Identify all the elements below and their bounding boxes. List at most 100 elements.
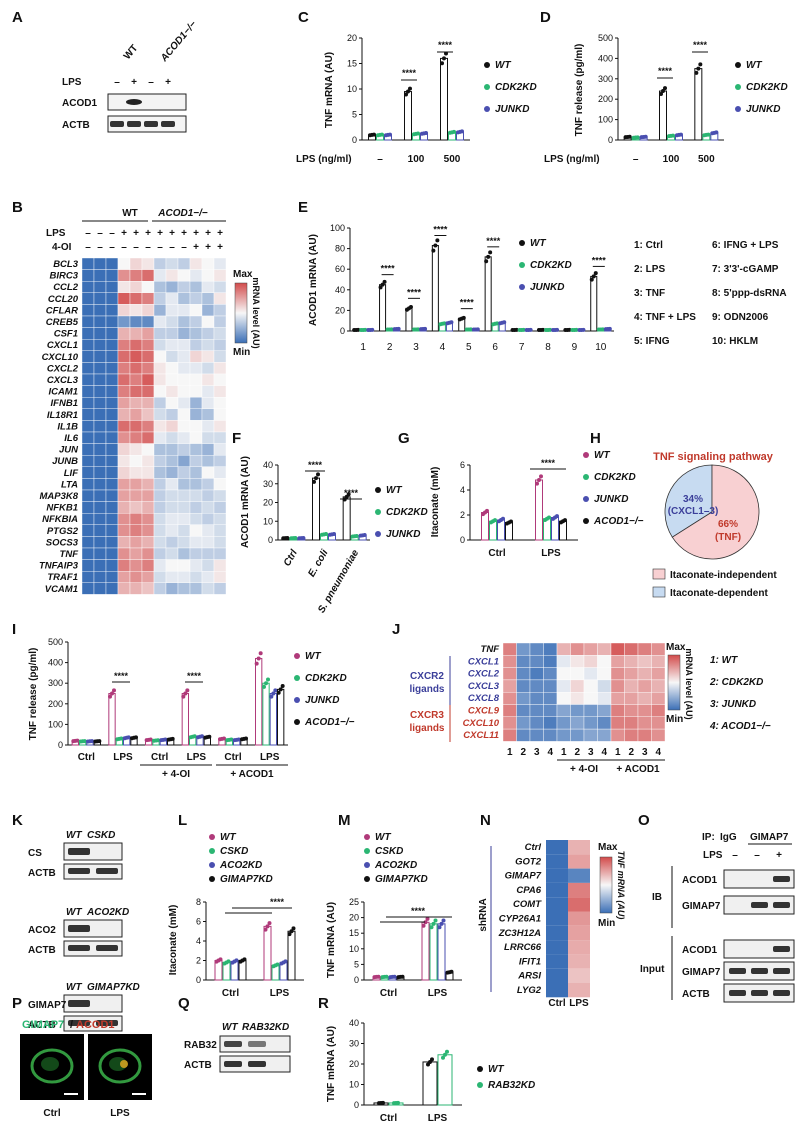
- heatmap-cell: [81, 513, 95, 526]
- legend-dot: [477, 1066, 483, 1072]
- heatmap-cell: [81, 547, 95, 560]
- heatmap-cell: [129, 547, 143, 560]
- heatmap-cell: [546, 840, 568, 855]
- heatmap-cell: [556, 667, 571, 681]
- heatmap-cell: [165, 559, 179, 572]
- scale-title: TNF mRNA (AU): [616, 851, 626, 920]
- data-point: [488, 250, 493, 255]
- heatmap-cell: [201, 315, 215, 328]
- heatmap-cell: [165, 281, 179, 294]
- gene-label: CXCL3: [468, 681, 500, 692]
- heatmap-cell: [556, 716, 571, 730]
- data-point: [267, 921, 272, 926]
- blot-band: [773, 990, 790, 996]
- blot-band: [729, 968, 746, 974]
- heatmap-cell: [529, 655, 544, 668]
- data-point: [661, 89, 665, 94]
- heatmap-cell: [177, 582, 191, 595]
- blot-box: [63, 842, 123, 861]
- heatmap-cell: [93, 339, 107, 352]
- blot-row-label: ACTB: [62, 120, 90, 131]
- x-tick-label: LPS: [428, 1113, 448, 1124]
- heatmap-cell: [177, 489, 191, 502]
- heatmap-cell: [165, 582, 179, 595]
- heatmap-cell: [117, 582, 131, 595]
- legend-label: WT: [530, 238, 546, 249]
- data-point: [416, 327, 420, 332]
- panel-letter: H: [590, 430, 601, 447]
- heatmap-cell: [213, 582, 227, 595]
- heatmap-cell: [189, 292, 203, 305]
- col-label: 1: [615, 747, 621, 758]
- receptor-label: ligands: [409, 723, 444, 734]
- bar-WT: [431, 245, 439, 332]
- sig: ****: [381, 264, 396, 274]
- heatmap-cell: [546, 882, 568, 898]
- heatmap-cell: [81, 385, 95, 398]
- heatmap-cell: [201, 281, 215, 294]
- x-tick-label: 9: [572, 342, 578, 353]
- heatmap-cell: [624, 655, 639, 668]
- data-point: [460, 129, 464, 134]
- scale-max: Max: [666, 642, 686, 653]
- heatmap-cell: [213, 373, 227, 386]
- key-label: 1: Ctrl: [634, 240, 663, 251]
- legend-label: ACO2KD: [219, 860, 262, 871]
- col-label: 4: [655, 747, 661, 758]
- legend-dot: [375, 487, 381, 493]
- data-point: [444, 51, 448, 56]
- heatmap-cell: [153, 536, 167, 549]
- heatmap-cell: [117, 385, 131, 398]
- gene-label: VCAM1: [45, 584, 78, 595]
- heatmap-cell: [165, 489, 179, 502]
- panel-letter: Q: [178, 995, 190, 1012]
- data-point: [207, 734, 212, 739]
- heatmap-cell: [201, 269, 215, 282]
- oi-sign: –: [169, 242, 175, 253]
- legend-label: ACO2KD: [374, 860, 417, 871]
- data-point: [509, 519, 513, 524]
- heatmap-cell: [651, 642, 666, 656]
- heatmap-cell: [93, 582, 107, 595]
- heatmap-cell: [105, 397, 119, 410]
- heatmap-cell: [81, 420, 95, 433]
- legend-dot: [375, 509, 381, 515]
- heatmap-cell: [81, 443, 95, 456]
- heatmap-cell: [153, 339, 167, 352]
- lps-sign: –: [148, 77, 154, 88]
- pie-title: TNF signaling pathway: [653, 451, 774, 463]
- heatmap-cell: [93, 304, 107, 317]
- blot-band: [110, 121, 124, 127]
- heatmap-cell: [568, 868, 590, 883]
- heatmap-cell: [189, 304, 203, 317]
- y-tick-label: 500: [598, 33, 613, 43]
- cell-stain: [41, 1057, 59, 1071]
- data-point: [537, 478, 541, 482]
- bar-WT: [255, 657, 263, 746]
- data-point: [181, 694, 186, 699]
- y-tick-label: 0: [354, 975, 359, 985]
- oi-sign: –: [85, 242, 91, 253]
- legend-dot: [209, 876, 215, 882]
- blot-band: [773, 946, 790, 952]
- data-point: [396, 326, 401, 331]
- heatmap-cell: [129, 339, 143, 352]
- data-point: [581, 327, 586, 332]
- data-point: [163, 737, 168, 742]
- heatmap-cell: [81, 466, 95, 479]
- data-point: [540, 327, 545, 332]
- lps-sign: +: [157, 228, 163, 239]
- heatmap-cell: [213, 536, 227, 549]
- legend-label: JUNKD: [386, 529, 420, 540]
- heatmap-cell: [105, 281, 119, 294]
- heatmap-cell: [165, 362, 179, 375]
- heatmap-cell: [610, 692, 625, 705]
- heatmap-cell: [556, 704, 571, 718]
- heatmap-cell: [543, 679, 558, 693]
- data-point: [376, 974, 381, 979]
- cell-stain: [98, 1048, 142, 1084]
- heatmap-cell: [610, 655, 625, 668]
- cell-stain: [30, 1048, 74, 1084]
- heatmap-cell: [213, 455, 227, 468]
- heatmap-cell: [546, 925, 568, 941]
